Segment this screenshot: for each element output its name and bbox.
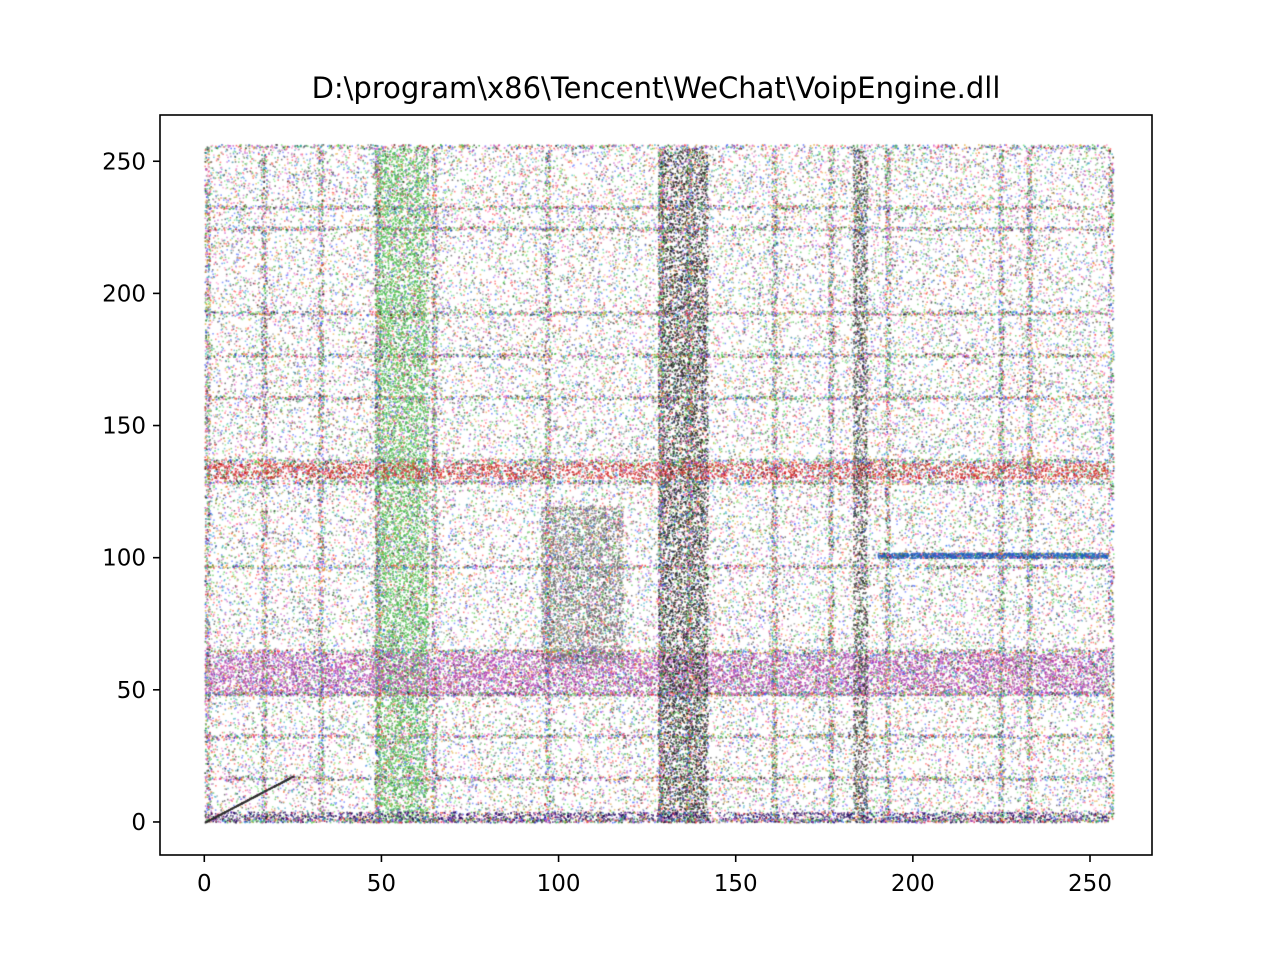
y-tick-label: 150: [102, 414, 146, 440]
plot-area: [160, 115, 1152, 855]
x-tick-label: 100: [537, 871, 581, 897]
y-tick-label: 100: [102, 546, 146, 572]
y-axis: 0 50 100 150 200 250: [102, 149, 160, 836]
y-tick-label: 50: [117, 678, 146, 704]
x-tick-label: 50: [367, 871, 396, 897]
point-cloud: [160, 115, 1152, 855]
y-tick-label: 200: [102, 281, 146, 307]
y-tick-label: 250: [102, 149, 146, 175]
axes-frame: [159, 114, 1153, 856]
x-tick-label: 200: [891, 871, 935, 897]
y-tick-label: 0: [131, 810, 146, 836]
x-tick-label: 150: [714, 871, 758, 897]
x-tick-label: 250: [1068, 871, 1112, 897]
chart-title: D:\program\x86\Tencent\WeChat\VoipEngine…: [312, 71, 1001, 105]
x-tick-label: 0: [197, 871, 212, 897]
x-axis: 0 50 100 150 200 250: [197, 855, 1112, 897]
